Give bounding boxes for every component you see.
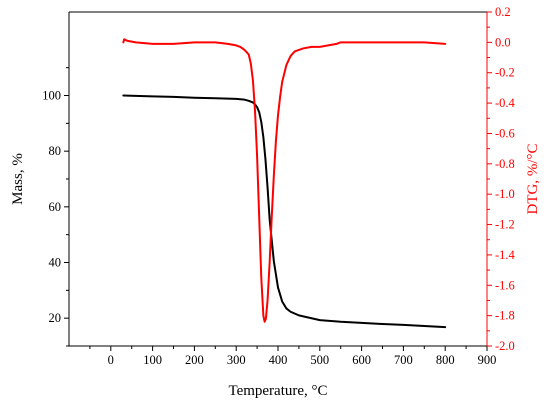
y-left-tick-label: 60 (49, 200, 62, 214)
y-left-tick-label: 40 (49, 256, 62, 270)
x-tick-label: 800 (436, 353, 455, 367)
y-left-tick-label: 100 (42, 89, 61, 103)
y-right-tick-label: -1.4 (495, 248, 516, 262)
y-axis-left-label: Mass, % (10, 153, 26, 205)
x-tick-label: 900 (478, 353, 497, 367)
y-right-tick-label: -0.8 (495, 157, 515, 171)
x-tick-label: 400 (269, 353, 288, 367)
y-right-tick-label: -0.2 (495, 66, 515, 80)
y-right-tick-label: -1.2 (495, 218, 515, 232)
axes (68, 11, 488, 347)
y-right-tick-label: 0.0 (495, 35, 511, 49)
x-tick-label: 600 (352, 353, 371, 367)
tick-marks (64, 11, 492, 351)
mass-series-line (122, 94, 447, 329)
y-right-tick-label: -1.8 (495, 309, 515, 323)
y-left-tick-label: 80 (49, 144, 62, 158)
x-tick-label: 700 (394, 353, 413, 367)
dtg-series-line (122, 38, 447, 323)
x-tick-label: 100 (143, 353, 162, 367)
x-tick-label: 300 (227, 353, 246, 367)
y-right-tick-label: -2.0 (495, 339, 515, 353)
y-right-tick-label: -1.6 (495, 278, 515, 292)
series-layer (122, 38, 447, 329)
x-tick-label: 200 (185, 353, 204, 367)
x-axis-label: Temperature, °C (228, 383, 327, 399)
y-axis-right-label: DTG, %/°C (525, 144, 541, 215)
y-right-tick-label: 0.2 (495, 5, 511, 19)
y-right-tick-label: -0.6 (495, 126, 515, 140)
x-tick-label: 0 (108, 353, 114, 367)
y-left-tick-label: 20 (49, 311, 62, 325)
tick-labels: 0 100 200 300 400 500 600 700 800 900 20 40 60 80 100 0… (42, 5, 515, 367)
y-right-tick-label: -1.0 (495, 187, 515, 201)
x-tick-label: 500 (310, 353, 329, 367)
y-right-tick-label: -0.4 (495, 96, 516, 110)
